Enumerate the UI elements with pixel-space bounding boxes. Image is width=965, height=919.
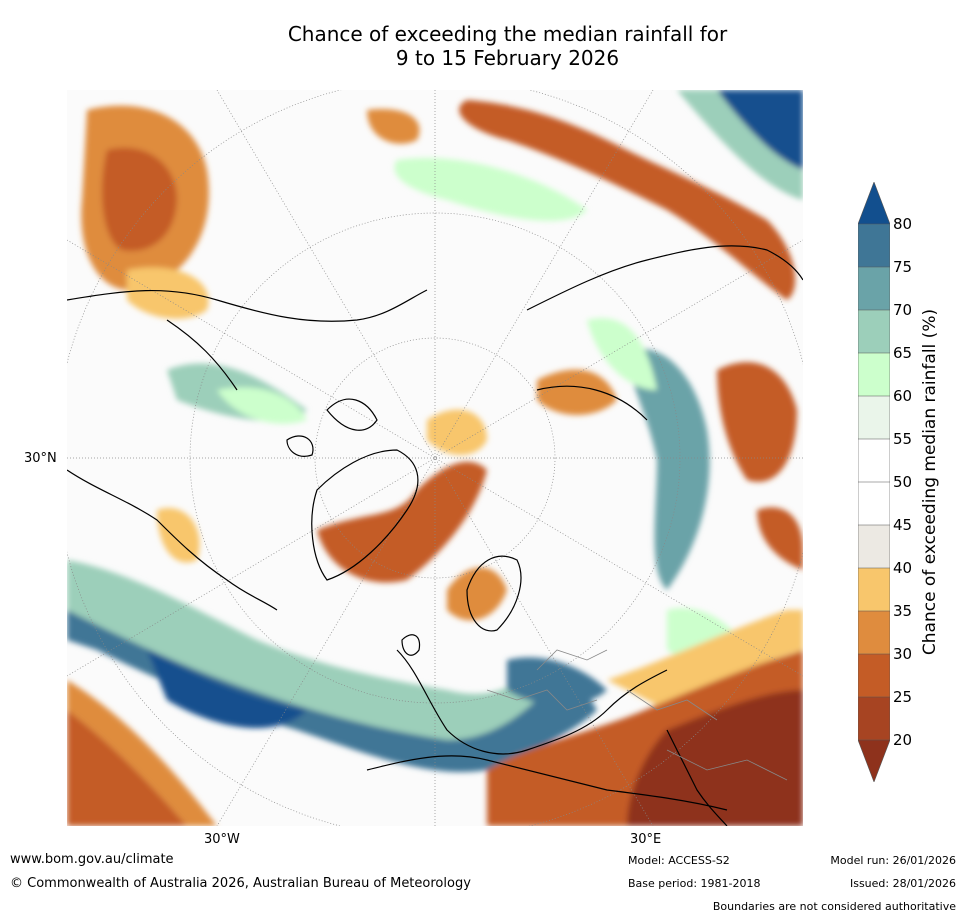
footer-url[interactable]: www.bom.gov.au/climate (10, 852, 174, 867)
colorbar-bottom-arrow (858, 740, 890, 782)
footer-issued: Issued: 28/01/2026 (849, 877, 956, 890)
footer-boundaries: Boundaries are not considered authoritat… (712, 900, 956, 913)
colorbar-tick-65: 65 (893, 344, 913, 362)
footer-model-run: Model run: 26/01/2026 (830, 854, 956, 867)
colorbar-band-25-30 (858, 654, 890, 697)
patch-greenland-dry (317, 461, 487, 583)
colorbar-band-30-35 (858, 611, 890, 654)
colorbar-band-75-80 (858, 224, 890, 267)
coastline-asia (526, 245, 803, 421)
colorbar-tick-75: 75 (893, 258, 913, 276)
colorbar-tick-20: 20 (893, 731, 913, 749)
colorbar-band-50-55 (858, 439, 890, 482)
colorbar-tick-60: 60 (893, 387, 913, 405)
colorbar-tick-50: 50 (893, 473, 913, 491)
patch-pacific-dry-core (102, 147, 177, 251)
colorbar-tick-55: 55 (893, 430, 913, 448)
footer-copyright: © Commonwealth of Australia 2026, Austra… (10, 876, 471, 891)
colorbar-band-65-70 (858, 310, 890, 353)
colorbar-band-60-65 (858, 353, 890, 396)
colorbar-band-45-50 (858, 482, 890, 525)
colorbar-tick-45: 45 (893, 516, 913, 534)
patch-north-dry (459, 100, 796, 300)
colorbar-band-40-45 (858, 525, 890, 568)
footer-model: Model: ACCESS-S2 (628, 854, 730, 867)
colorbar-top-arrow (858, 182, 890, 224)
colorbar (857, 181, 891, 783)
colorbar-band-20-25 (858, 697, 890, 740)
coastline-scandinavia (466, 555, 522, 632)
colorbar-band-55-60 (858, 396, 890, 439)
colorbar-label: Chance of exceeding median rainfall (%) (920, 308, 940, 656)
chart-title: Chance of exceeding the median rainfall … (200, 22, 815, 70)
colorbar-tick-80: 80 (893, 215, 913, 233)
title-line-2: 9 to 15 February 2026 (395, 46, 620, 70)
coastline-north-america (67, 289, 428, 611)
colorbar-tick-30: 30 (893, 645, 913, 663)
title-line-1: Chance of exceeding the median rainfall … (287, 22, 728, 46)
lat-label-30n: 30°N (24, 451, 57, 466)
colorbar-band-70-75 (858, 267, 890, 310)
colorbar-tick-70: 70 (893, 301, 913, 319)
coastline-greenland (311, 449, 419, 581)
latitude-circle (314, 337, 556, 579)
colorbar-tick-35: 35 (893, 602, 913, 620)
footer-base-period: Base period: 1981-2018 (628, 877, 761, 890)
colorbar-band-35-40 (858, 568, 890, 611)
colorbar-tick-25: 25 (893, 688, 913, 706)
coastline-europe (396, 649, 668, 755)
forecast-map[interactable] (67, 90, 803, 826)
lon-label-30w: 30°W (204, 832, 240, 847)
colorbar-tick-40: 40 (893, 559, 913, 577)
patch-eurasia-wet (627, 348, 710, 590)
lon-label-30e: 30°E (630, 832, 662, 847)
